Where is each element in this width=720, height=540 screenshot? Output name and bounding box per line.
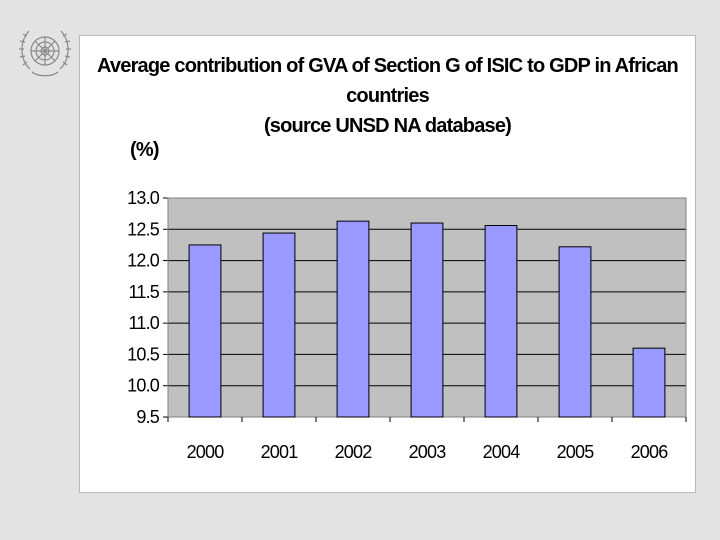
- x-tick-label: 2000: [187, 442, 225, 462]
- x-tick-label: 2002: [335, 442, 373, 462]
- chart-title-line-1: Average contribution of GVA of Section G…: [97, 55, 679, 77]
- chart-title-line-3: (source UNSD NA database): [263, 115, 512, 137]
- bar-2005: [558, 246, 592, 418]
- y-tick-label: 12.0: [127, 251, 160, 271]
- chart-panel: Average contribution of GVA of Section G…: [79, 35, 696, 493]
- un-emblem-logo: [19, 30, 71, 77]
- y-axis-unit-label: (%): [130, 139, 160, 161]
- y-tick-label: 13.0: [127, 188, 160, 208]
- bar-2002: [336, 220, 370, 418]
- y-tick-label: 10.5: [127, 344, 160, 364]
- bar-2003: [410, 222, 444, 418]
- bar-2000: [188, 244, 222, 418]
- x-tick-label: 2003: [409, 442, 447, 462]
- x-tick-label: 2001: [261, 442, 299, 462]
- bar-2004: [484, 225, 518, 418]
- bar-2006: [632, 347, 666, 418]
- y-tick-label: 11.0: [129, 313, 160, 333]
- y-tick-label: 10.0: [127, 376, 160, 396]
- y-tick-label: 9.5: [136, 407, 159, 427]
- bar-chart: 9.5 10.0 10.5 11.0 11.5 12.0 12.5 13.0 2000 2001 2…: [127, 188, 687, 462]
- y-tick-label: 12.5: [127, 219, 160, 239]
- bar-2001: [262, 232, 296, 418]
- chart-title-line-2: countries: [346, 85, 430, 107]
- x-tick-label: 2005: [557, 442, 595, 462]
- x-tick-label: 2004: [483, 442, 521, 462]
- y-tick-label: 11.5: [129, 282, 160, 302]
- chart-title: Average contribution of GVA of Section G…: [80, 51, 695, 141]
- x-tick-label: 2006: [631, 442, 669, 462]
